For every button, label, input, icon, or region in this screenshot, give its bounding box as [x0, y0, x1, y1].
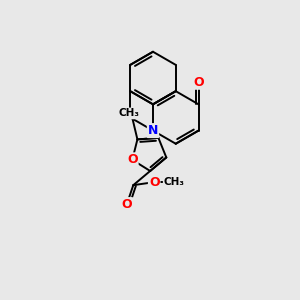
Text: O: O — [193, 76, 204, 89]
Text: CH₃: CH₃ — [164, 177, 185, 187]
Text: N: N — [148, 124, 158, 137]
Text: CH₃: CH₃ — [118, 108, 139, 118]
Text: O: O — [127, 153, 138, 166]
Text: O: O — [149, 176, 160, 189]
Text: O: O — [122, 198, 132, 211]
